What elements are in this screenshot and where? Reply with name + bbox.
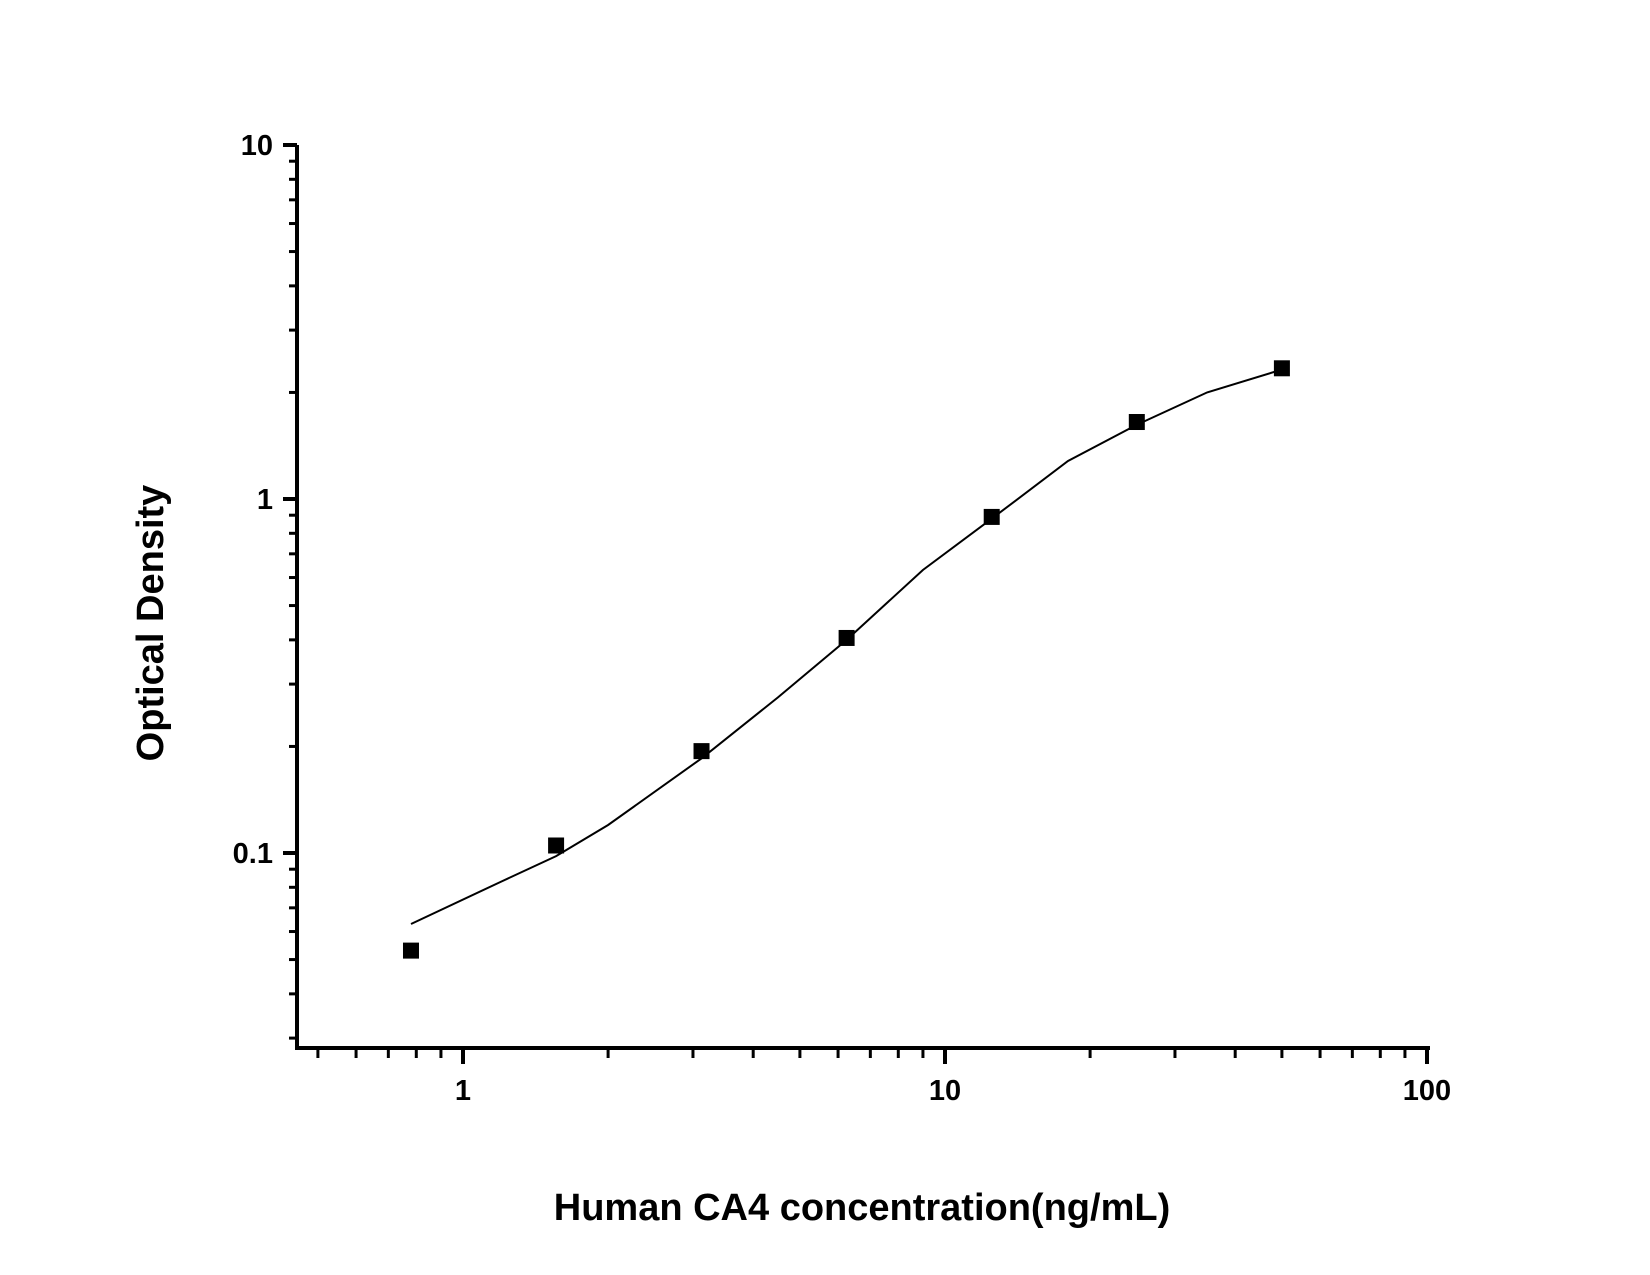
data-point-markers xyxy=(402,360,1290,959)
data-point-square-marker xyxy=(983,508,1000,525)
x-tick-label: 100 xyxy=(1403,1075,1451,1107)
data-point-square-marker xyxy=(838,629,855,646)
y-tick-label: 0.1 xyxy=(233,838,273,870)
data-point-square-marker xyxy=(693,743,710,760)
data-point-square-marker xyxy=(1128,414,1145,431)
x-axis-title: Human CA4 concentration(ng/mL) xyxy=(554,1187,1170,1229)
fitted-curve-line xyxy=(410,368,1283,925)
data-point-square-marker xyxy=(548,837,565,854)
data-point-square-marker xyxy=(402,942,419,959)
x-axis-major-ticks xyxy=(461,1048,1429,1064)
y-tick-label: 1 xyxy=(257,484,273,516)
x-tick-label: 1 xyxy=(455,1075,471,1107)
x-axis-tick-labels: 1 10 100 xyxy=(455,1075,1451,1107)
data-point-square-marker xyxy=(1273,360,1290,377)
y-axis-major-ticks xyxy=(283,143,297,855)
y-tick-label: 10 xyxy=(241,130,273,162)
y-axis-tick-labels: 0.1 1 10 xyxy=(233,130,273,870)
y-axis-title: Optical Density xyxy=(130,485,172,762)
x-tick-label: 10 xyxy=(929,1075,961,1107)
